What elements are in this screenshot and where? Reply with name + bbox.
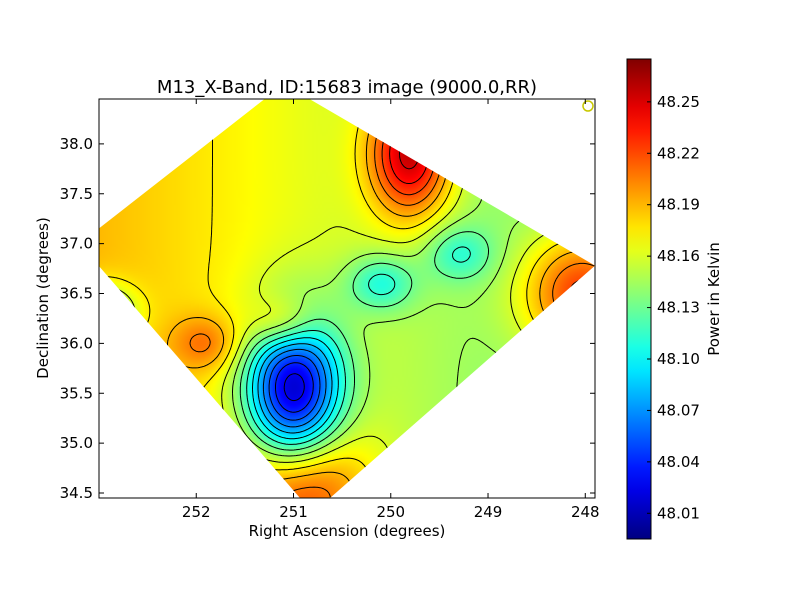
colorbar-tick-label: 48.04 — [657, 453, 700, 471]
beam-marker — [582, 100, 594, 112]
y-axis-label: Declination (degrees) — [34, 217, 52, 379]
colorbar-tick-label: 48.10 — [657, 350, 700, 368]
y-axis-ticks: 34.5 35.0 35.5 36.0 36.5 37.0 37.5 38.0 — [60, 135, 595, 502]
colorbar-tick-label: 48.01 — [657, 504, 700, 522]
colorbar-tick-label: 48.07 — [657, 401, 700, 419]
y-tick-label: 35.5 — [60, 384, 93, 402]
chart-title: M13_X-Band, ID:15683 image (9000.0,RR) — [157, 77, 537, 98]
colorbar-bar — [626, 58, 652, 540]
y-tick-label: 37.0 — [60, 235, 93, 253]
y-tick-label: 35.0 — [60, 434, 93, 452]
y-tick-label: 36.5 — [60, 285, 93, 303]
plot-area: 252 251 250 249 248 34.5 35.0 35.5 36.0 36.5 37.0… — [60, 98, 600, 521]
x-tick-label: 251 — [279, 503, 308, 521]
y-tick-label: 37.5 — [60, 185, 93, 203]
x-tick-label: 248 — [571, 503, 600, 521]
contour-level — [275, 362, 314, 413]
colorbar-ticks: 48.01 48.04 48.07 48.10 48.13 48.16 48.19 48.22… — [647, 93, 700, 522]
y-tick-label: 36.0 — [60, 334, 93, 352]
contour-level — [268, 355, 321, 421]
x-tick-label: 250 — [376, 503, 405, 521]
x-tick-label: 249 — [474, 503, 503, 521]
contour-level — [99, 246, 471, 445]
y-tick-label: 38.0 — [60, 135, 93, 153]
plot-frame — [98, 98, 596, 499]
x-tick-label: 252 — [182, 503, 211, 521]
x-axis-label: Right Ascension (degrees) — [249, 522, 446, 540]
colorbar-tick-label: 48.16 — [657, 247, 700, 265]
contour-level — [257, 343, 333, 434]
colorbar: 48.01 48.04 48.07 48.10 48.13 48.16 48.19 48.22… — [626, 58, 723, 540]
contour-level — [252, 337, 339, 440]
y-tick-label: 34.5 — [60, 484, 93, 502]
colorbar-tick-label: 48.25 — [657, 93, 700, 111]
colorbar-tick-label: 48.19 — [657, 196, 700, 214]
x-axis-ticks: 252 251 250 249 248 — [182, 99, 600, 521]
colorbar-tick-label: 48.13 — [657, 299, 700, 317]
colorbar-label: Power in Kelvin — [705, 242, 723, 356]
colorbar-tick-label: 48.22 — [657, 144, 700, 162]
contour-level — [283, 373, 305, 402]
contour-level — [262, 348, 327, 428]
